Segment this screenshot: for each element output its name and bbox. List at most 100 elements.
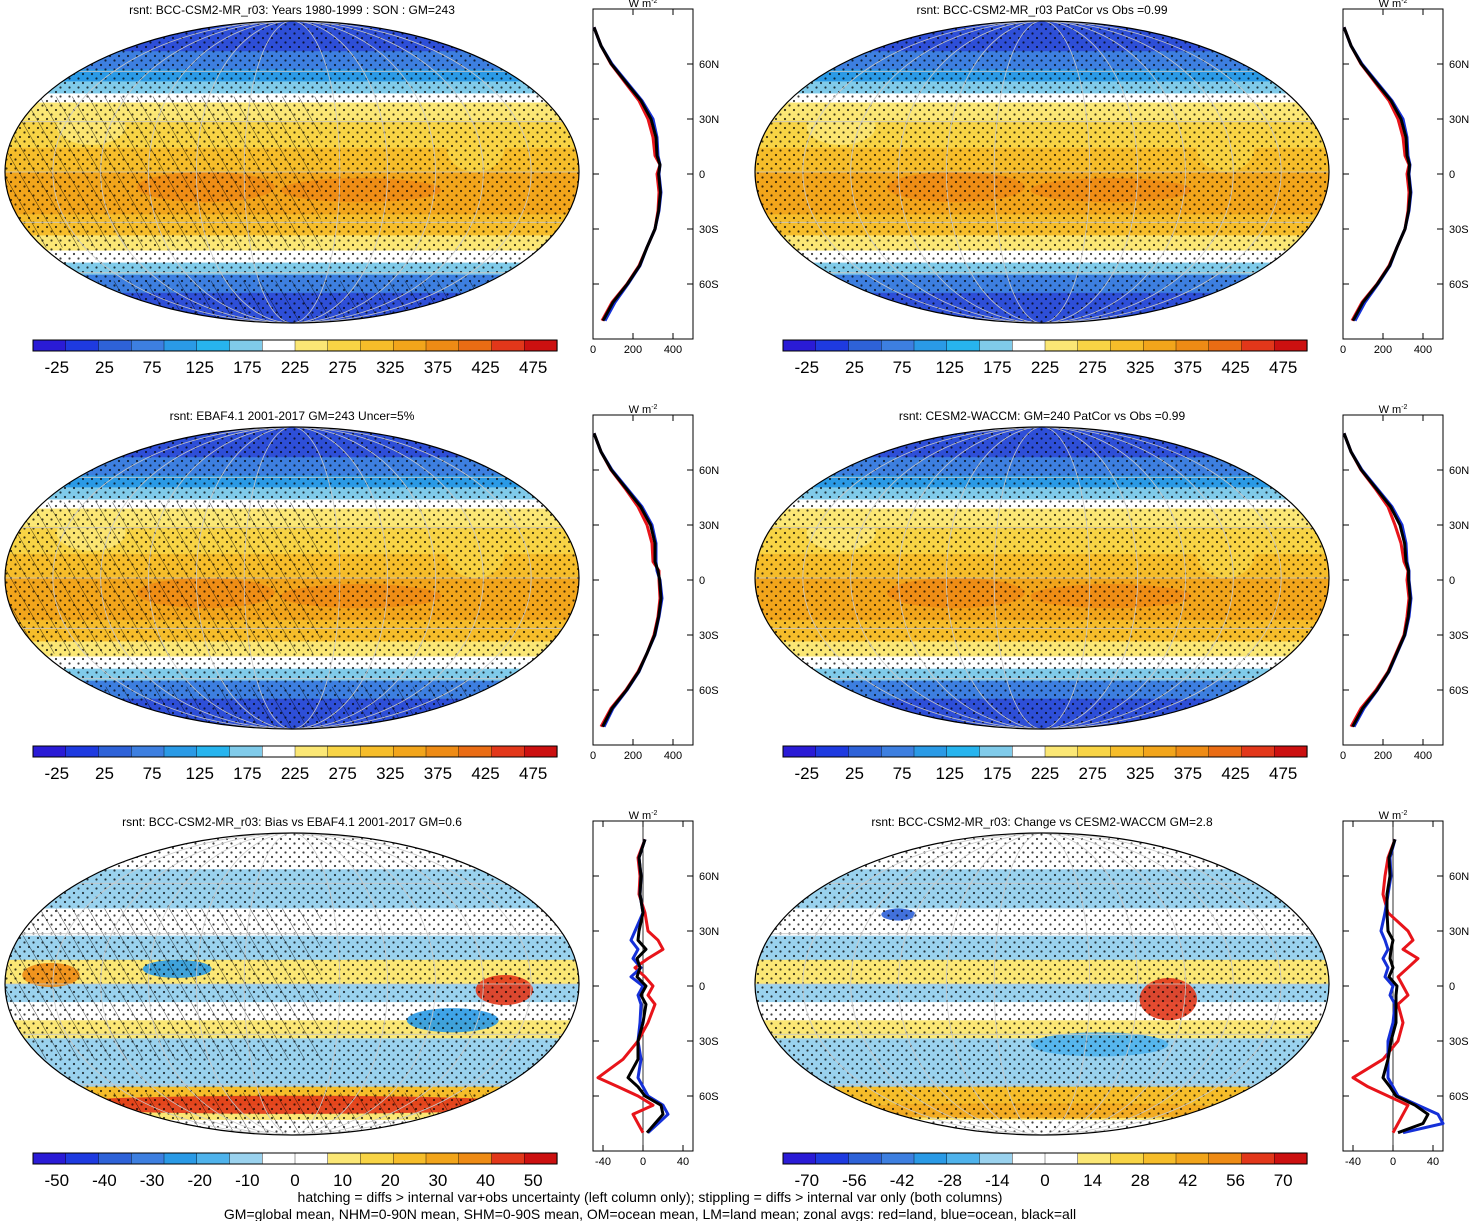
y-tick-label: 60S [699,279,719,291]
colorbar-swatch [524,339,558,352]
colorbar-tick-label: 125 [936,764,964,783]
colorbar-tick-label: 275 [328,764,356,783]
colorbar-swatch [229,745,263,758]
colorbar-swatch [946,1152,981,1165]
colorbar-tick-label: 42 [1178,1171,1197,1190]
colorbar-tick-label: 75 [143,764,162,783]
map-field [755,21,1329,323]
y-tick-label: 30N [699,926,719,938]
colorbar-swatch [294,339,329,352]
meridian-line [195,833,389,1135]
colorbar-tick-label: 75 [893,764,912,783]
colorbar-swatch [1143,1152,1177,1165]
colorbar-swatch [1044,745,1079,758]
colorbar-tick-label: 175 [983,764,1011,783]
meridian-line [52,21,532,323]
colorbar-frame [782,1152,1308,1165]
colorbar-swatch [979,745,1013,758]
map-border [4,20,580,324]
y-tick-label: 30S [699,630,719,642]
meridian-line [243,427,341,729]
zonal-unit-label: W m-2 [1379,0,1408,10]
colorbar-tick-label: -25 [45,764,70,783]
colorbar-swatch [1175,1152,1210,1165]
meridian-line [850,21,1234,323]
zonal-mean-plot: 0 200 400 60N 30N 0 30S 60S W m-2 [590,404,719,762]
colorbar-swatch [1044,339,1079,352]
x-tick-label: 400 [664,750,682,762]
colorbar-swatch [979,1152,1013,1165]
y-tick-label: 0 [699,575,705,587]
y-tick-label: 30S [699,1036,719,1048]
colorbar-tick-label: 0 [290,1171,299,1190]
colorbar-tick-label: 325 [1126,358,1154,377]
colorbar-swatch [229,1152,263,1165]
zonal-unit-label: W m-2 [1379,404,1408,416]
colorbar-swatch [294,1152,329,1165]
colorbar-tick-label: -25 [795,358,820,377]
x-tick-label: -40 [1345,1156,1361,1168]
colorbar-swatch [1208,745,1243,758]
panel-6: rsnt: BCC-CSM2-MR_r03: Change vs CESM2-W… [754,810,1469,1190]
colorbar-tick-label: 325 [376,358,404,377]
y-tick-label: 30S [1449,224,1469,236]
map-title: rsnt: CESM2-WACCM: GM=240 PatCor vs Obs … [899,409,1186,423]
colorbar-swatch [393,745,427,758]
colorbar-swatch [196,1152,231,1165]
colorbar-tick-label: 125 [936,358,964,377]
zonal-line-all [1342,432,1412,728]
meridian-line [195,21,389,323]
y-tick-label: 60S [1449,279,1469,291]
colorbar: -70 -56 -42 -28 -14 0 14 28 42 56 70 [782,1152,1308,1190]
colorbar-swatch [32,1152,67,1165]
colorbar-tick-label: 475 [519,358,547,377]
meridian-line [850,833,1234,1135]
map-title: rsnt: BCC-CSM2-MR_r03: Bias vs EBAF4.1 2… [122,815,462,829]
x-tick-label: 400 [664,344,682,356]
colorbar-swatch [1274,745,1308,758]
colorbar-tick-label: 375 [1174,764,1202,783]
colorbar-tick-label: 40 [476,1171,495,1190]
colorbar-frame [32,745,558,758]
colorbar-swatch [782,745,817,758]
x-tick-label: 200 [624,750,642,762]
colorbar-tick-label: 20 [381,1171,400,1190]
colorbar-swatch [1274,339,1308,352]
colorbar-swatch [1012,1152,1046,1165]
map-title: rsnt: EBAF4.1 2001-2017 GM=243 Uncer=5% [170,409,415,423]
zonal-line-all [1381,838,1430,1135]
zonal-line-all [592,26,662,322]
y-tick-label: 60N [699,871,719,883]
colorbar-swatch [163,1152,198,1165]
meridian-line [945,427,1139,729]
colorbar-tick-label: 425 [1221,764,1249,783]
y-tick-label: 0 [699,981,705,993]
colorbar-swatch [98,745,132,758]
y-tick-label: 60S [699,1091,719,1103]
y-tick-label: 60N [1449,465,1469,477]
colorbar-tick-label: 475 [519,764,547,783]
meridian-line [100,427,484,729]
map-border [754,426,1330,730]
y-tick-label: 60N [699,59,719,71]
map-field [755,427,1329,729]
colorbar-swatch [458,745,493,758]
map-title: rsnt: BCC-CSM2-MR_r03: Years 1980-1999 :… [129,3,455,17]
colorbar-swatch [524,1152,558,1165]
colorbar-tick-label: 325 [376,764,404,783]
x-tick-label: 0 [590,344,596,356]
colorbar-swatch [65,745,100,758]
colorbar-tick-label: -10 [235,1171,260,1190]
colorbar-tick-label: 125 [186,358,214,377]
zonal-line-all [1342,26,1412,322]
colorbar-tick-label: 0 [1040,1171,1049,1190]
colorbar-tick-label: 425 [471,358,499,377]
colorbar-swatch [1241,745,1275,758]
meridian-line [52,833,532,1135]
colorbar-swatch [262,1152,296,1165]
colorbar-tick-label: -30 [140,1171,165,1190]
colorbar-swatch [425,745,460,758]
colorbar-swatch [360,745,394,758]
colorbar-tick-label: 225 [1031,358,1059,377]
meridian-line [802,427,1282,729]
